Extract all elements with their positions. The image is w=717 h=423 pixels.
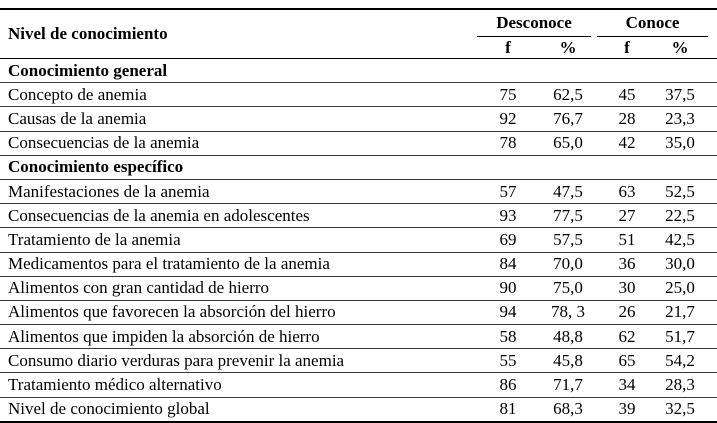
table-row: Medicamentos para el tratamiento de la a…	[0, 252, 717, 277]
desconoce-f-value: 93	[477, 203, 539, 229]
row-label: Consumo diario verduras para prevenir la…	[0, 348, 477, 374]
conoce-f-value: 27	[597, 203, 657, 229]
desconoce-pct-value: 76,7	[539, 106, 597, 132]
conoce-f-value: 39	[597, 397, 657, 423]
conoce-pct-value: 30,0	[657, 252, 717, 277]
row-label: Alimentos que favorecen la absorción del…	[0, 300, 477, 326]
desconoce-f-value: 92	[477, 106, 539, 132]
desconoce-pct-value: 77,5	[539, 203, 597, 229]
conoce-f-value: 34	[597, 372, 657, 398]
desconoce-pct-value: 68,3	[539, 397, 597, 423]
row-label: Alimentos con gran cantidad de hierro	[0, 276, 477, 301]
section-row: Conocimiento específico	[0, 155, 717, 180]
desconoce-pct-value: 70,0	[539, 252, 597, 277]
table-body: Conocimiento general Concepto de anemia 75…	[0, 58, 717, 423]
conoce-pct-value: 25,0	[657, 276, 717, 301]
row-label: Medicamentos para el tratamiento de la a…	[0, 252, 477, 277]
conoce-pct-value: 35,0	[657, 131, 717, 156]
conoce-pct-value: 42,5	[657, 227, 717, 253]
table-row: Manifestaciones de la anemia 57 47,5 63 52,5	[0, 179, 717, 205]
conoce-f-value: 26	[597, 300, 657, 326]
conoce-pct-value: 51,7	[657, 324, 717, 350]
conoce-pct-value: 32,5	[657, 397, 717, 423]
conoce-f-value: 42	[597, 131, 657, 156]
desconoce-f-value: 81	[477, 397, 539, 423]
sub-header-desconoce-pct: %	[539, 37, 597, 59]
conoce-pct-value: 22,5	[657, 203, 717, 229]
table-row: Alimentos que favorecen la absorción del…	[0, 300, 717, 326]
desconoce-f-value: 75	[477, 82, 539, 108]
conoce-f-value: 36	[597, 252, 657, 277]
row-label: Causas de la anemia	[0, 106, 477, 132]
table-row: Tratamiento médico alternativo 86 71,7 34 28…	[0, 372, 717, 398]
table-row: Consecuencias de la anemia 78 65,0 42 35,0	[0, 131, 717, 156]
row-label: Concepto de anemia	[0, 82, 477, 108]
conoce-f-value: 63	[597, 179, 657, 205]
desconoce-pct-value: 62,5	[539, 82, 597, 108]
conoce-pct-value: 28,3	[657, 372, 717, 398]
table-row: Consumo diario verduras para prevenir la…	[0, 348, 717, 374]
table-header: Nivel de conocimiento Desconoce Conoce f…	[0, 9, 717, 59]
table-row: Alimentos con gran cantidad de hierro 90 7…	[0, 276, 717, 301]
section-row: Conocimiento general	[0, 58, 717, 84]
desconoce-pct-value: 45,8	[539, 348, 597, 374]
table-row: Consecuencias de la anemia en adolescent…	[0, 203, 717, 229]
conoce-f-value: 62	[597, 324, 657, 350]
desconoce-f-value: 58	[477, 324, 539, 350]
sub-header-conoce-f: f	[597, 37, 657, 59]
desconoce-pct-value: 71,7	[539, 372, 597, 398]
table-row: Causas de la anemia 92 76,7 28 23,3	[0, 106, 717, 132]
table-row: Concepto de anemia 75 62,5 45 37,5	[0, 82, 717, 108]
desconoce-f-value: 90	[477, 276, 539, 301]
desconoce-f-value: 86	[477, 372, 539, 398]
group-header-conoce: Conoce	[597, 9, 717, 37]
desconoce-f-value: 57	[477, 179, 539, 205]
desconoce-f-value: 69	[477, 227, 539, 253]
conoce-pct-value: 52,5	[657, 179, 717, 205]
sub-header-desconoce-f: f	[477, 37, 539, 59]
desconoce-f-value: 55	[477, 348, 539, 374]
knowledge-table-container: Nivel de conocimiento Desconoce Conoce f…	[0, 8, 717, 423]
sub-header-conoce-pct: %	[657, 37, 717, 59]
conoce-pct-value: 23,3	[657, 106, 717, 132]
knowledge-table: Nivel de conocimiento Desconoce Conoce f…	[0, 8, 717, 423]
row-label: Consecuencias de la anemia en adolescent…	[0, 203, 477, 229]
sub-header-row: f % f %	[0, 37, 717, 59]
table-row: Tratamiento de la anemia 69 57,5 51 42,5	[0, 227, 717, 253]
row-label: Tratamiento de la anemia	[0, 227, 477, 253]
conoce-pct-value: 54,2	[657, 348, 717, 374]
conoce-f-value: 30	[597, 276, 657, 301]
group-header-row: Nivel de conocimiento Desconoce Conoce	[0, 9, 717, 59]
desconoce-f-value: 94	[477, 300, 539, 326]
desconoce-f-value: 78	[477, 131, 539, 156]
conoce-pct-value: 21,7	[657, 300, 717, 326]
row-label: Tratamiento médico alternativo	[0, 372, 477, 398]
row-label: Manifestaciones de la anemia	[0, 179, 477, 205]
table-row: Nivel de conocimiento global 81 68,3 39 32,5	[0, 397, 717, 423]
group-header-desconoce: Desconoce	[477, 9, 597, 37]
desconoce-f-value: 84	[477, 252, 539, 277]
desconoce-pct-value: 75,0	[539, 276, 597, 301]
conoce-f-value: 51	[597, 227, 657, 253]
desconoce-pct-value: 48,8	[539, 324, 597, 350]
desconoce-pct-value: 65,0	[539, 131, 597, 156]
desconoce-pct-value: 47,5	[539, 179, 597, 205]
column-header-nivel-de-conocimiento: Nivel de conocimiento	[0, 9, 477, 59]
section-title: Conocimiento general	[0, 58, 717, 84]
conoce-f-value: 65	[597, 348, 657, 374]
conoce-pct-value: 37,5	[657, 82, 717, 108]
conoce-f-value: 28	[597, 106, 657, 132]
desconoce-pct-value: 78, 3	[539, 300, 597, 326]
row-label: Consecuencias de la anemia	[0, 131, 477, 156]
conoce-f-value: 45	[597, 82, 657, 108]
row-label: Nivel de conocimiento global	[0, 397, 477, 423]
desconoce-pct-value: 57,5	[539, 227, 597, 253]
table-row: Alimentos que impiden la absorción de hi…	[0, 324, 717, 350]
row-label: Alimentos que impiden la absorción de hi…	[0, 324, 477, 350]
group-header-conoce-label: Conoce	[597, 10, 709, 37]
section-title: Conocimiento específico	[0, 155, 717, 180]
group-header-desconoce-label: Desconoce	[477, 10, 591, 37]
